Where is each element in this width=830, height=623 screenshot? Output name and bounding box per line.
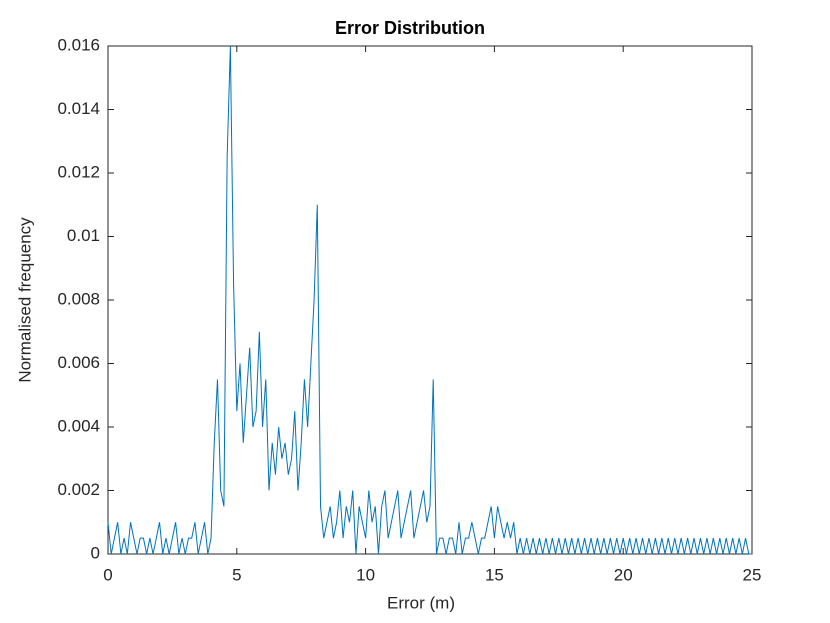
x-tick-label: 20 (614, 565, 633, 584)
x-axis-label: Error (m) (387, 593, 455, 612)
y-tick-label: 0.002 (57, 480, 100, 499)
y-tick-label: 0.006 (57, 353, 100, 372)
y-axis-label: Normalised frequency (15, 217, 34, 383)
x-tick-label: 15 (485, 565, 504, 584)
y-tick-label: 0.014 (57, 99, 100, 118)
y-tick-label: 0.016 (57, 35, 100, 54)
x-tick-label: 0 (103, 565, 112, 584)
x-tick-label: 5 (232, 565, 241, 584)
y-tick-label: 0 (91, 543, 100, 562)
chart-title: Error Distribution (335, 18, 485, 38)
x-tick-label: 10 (356, 565, 375, 584)
data-line (107, 45, 752, 555)
y-tick-label: 0.012 (57, 162, 100, 181)
y-tick-label: 0.01 (67, 226, 100, 245)
x-tick-label: 25 (743, 565, 762, 584)
y-tick-label: 0.008 (57, 289, 100, 308)
y-tick-label: 0.004 (57, 416, 100, 435)
